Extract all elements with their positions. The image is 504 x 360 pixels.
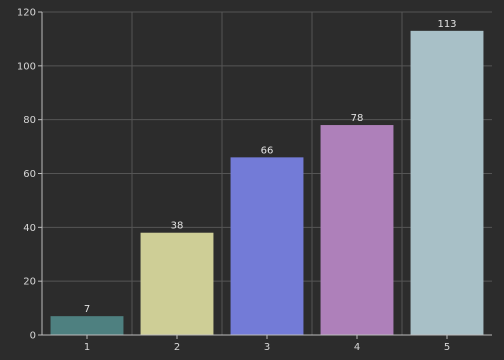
y-tick-label: 100 [17, 61, 36, 72]
data-label-4: 78 [351, 113, 364, 124]
x-tick-label-5: 5 [444, 342, 450, 353]
bar-2 [140, 232, 214, 335]
y-tick-label: 0 [30, 331, 36, 342]
data-label-3: 66 [261, 145, 274, 156]
bar-1 [50, 316, 124, 335]
x-tick-label-2: 2 [174, 342, 180, 353]
y-tick-label: 40 [23, 223, 36, 234]
bar-5 [410, 30, 484, 335]
x-tick-label-1: 1 [84, 342, 90, 353]
y-tick-label: 80 [23, 115, 36, 126]
x-tick-label-4: 4 [354, 342, 360, 353]
gridlines [42, 11, 492, 335]
data-label-5: 113 [437, 19, 456, 30]
data-label-1: 7 [84, 304, 90, 315]
y-tick-label: 20 [23, 277, 36, 288]
x-tick-label-3: 3 [264, 342, 270, 353]
bar-3 [230, 157, 304, 335]
bars [50, 30, 484, 335]
axes [38, 11, 492, 339]
data-label-2: 38 [171, 221, 184, 232]
bar-4 [320, 125, 394, 335]
labels: 0 20 40 60 80 100 120 7 1 38 2 66 3 78 4 113 5 [17, 8, 457, 354]
y-tick-label: 120 [17, 8, 36, 19]
y-tick-label: 60 [23, 169, 36, 180]
